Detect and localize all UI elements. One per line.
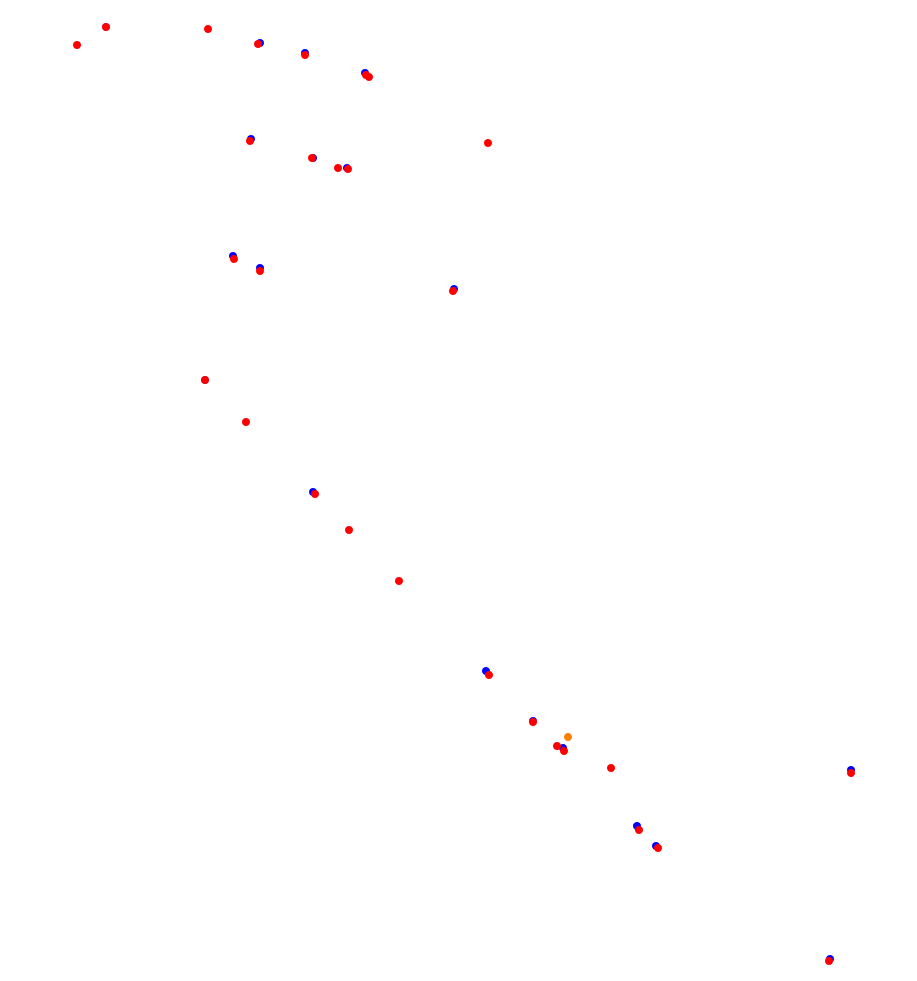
scatter-point — [230, 255, 238, 263]
scatter-point — [847, 769, 855, 777]
scatter-point — [635, 826, 643, 834]
scatter-point — [254, 40, 262, 48]
scatter-point — [311, 490, 319, 498]
scatter-point — [485, 671, 493, 679]
scatter-point — [345, 526, 353, 534]
scatter-point — [246, 137, 254, 145]
scatter-point — [308, 154, 316, 162]
scatter-point — [365, 73, 373, 81]
scatter-point — [102, 23, 110, 31]
scatter-point — [395, 577, 403, 585]
scatter-point — [529, 718, 537, 726]
scatter-point — [654, 844, 662, 852]
scatter-point — [301, 51, 309, 59]
scatter-point — [242, 418, 250, 426]
scatter-point — [607, 764, 615, 772]
scatter-point — [560, 747, 568, 755]
scatter-point — [553, 742, 561, 750]
scatter-point — [201, 376, 209, 384]
scatter-point — [449, 287, 457, 295]
scatter-point — [344, 165, 352, 173]
scatter-point — [334, 164, 342, 172]
scatter-point — [484, 139, 492, 147]
scatter-point — [564, 733, 572, 741]
scatter-point — [825, 957, 833, 965]
scatter-point — [256, 267, 264, 275]
scatter-point — [204, 25, 212, 33]
scatter-point — [73, 41, 81, 49]
